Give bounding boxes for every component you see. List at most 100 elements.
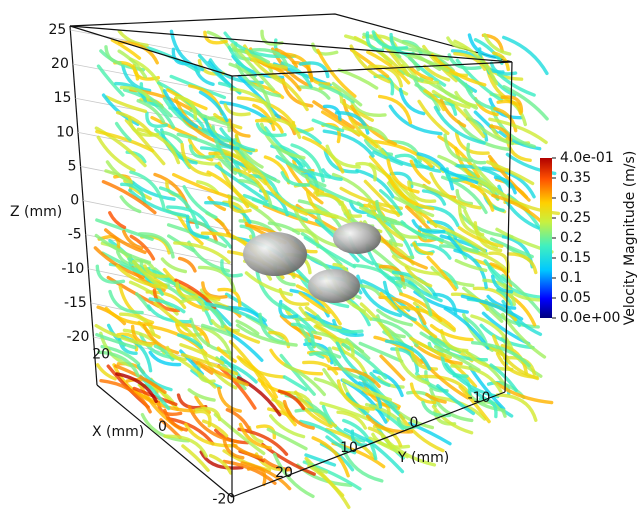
streamline xyxy=(186,217,233,249)
streamline xyxy=(220,148,266,181)
streamline xyxy=(235,323,298,347)
streamline xyxy=(411,219,446,234)
streamline xyxy=(440,175,488,215)
streamline xyxy=(412,241,434,256)
streamline xyxy=(350,429,368,447)
streamline xyxy=(327,366,381,389)
streamline xyxy=(390,220,422,239)
streamline xyxy=(365,246,403,288)
streamline xyxy=(388,104,443,136)
streamline xyxy=(225,408,252,432)
streamline xyxy=(429,221,487,253)
streamline xyxy=(304,453,337,467)
streamline xyxy=(463,82,498,111)
streamline xyxy=(99,378,152,414)
streamline xyxy=(140,412,190,443)
streamline xyxy=(272,452,315,499)
streamline xyxy=(436,384,476,416)
streamline xyxy=(331,81,363,107)
streamline xyxy=(118,312,156,337)
streamline xyxy=(470,314,514,351)
streamline xyxy=(230,43,276,92)
streamline xyxy=(334,111,370,135)
streamline xyxy=(363,179,401,218)
streamline xyxy=(400,220,444,242)
streamline xyxy=(407,53,450,73)
streamline xyxy=(426,255,458,292)
streamline xyxy=(179,297,206,312)
streamline xyxy=(231,443,263,460)
streamline xyxy=(483,259,509,284)
streamline xyxy=(341,342,388,380)
streamline xyxy=(131,259,162,288)
x-tick-label: 0 xyxy=(158,419,167,435)
streamline xyxy=(202,301,263,324)
streamline xyxy=(446,36,468,50)
streamline xyxy=(453,39,499,86)
streamline xyxy=(292,205,340,248)
streamline xyxy=(148,350,182,367)
colorbar-tick-label: 0.15 xyxy=(560,250,591,266)
streamline xyxy=(489,262,513,290)
streamline xyxy=(252,103,276,132)
y-tick-label: 0 xyxy=(410,415,419,431)
x-tick-label: -20 xyxy=(212,492,235,508)
streamline xyxy=(139,44,201,74)
streamline xyxy=(387,174,435,211)
box-edge xyxy=(69,25,98,386)
streamline xyxy=(308,180,364,208)
streamline xyxy=(94,126,147,168)
streamline xyxy=(358,125,388,141)
streamline xyxy=(114,364,167,394)
streamline xyxy=(349,44,391,84)
streamline xyxy=(179,349,204,376)
streamline xyxy=(163,408,189,432)
streamline xyxy=(214,217,232,238)
streamline xyxy=(298,61,330,79)
streamline xyxy=(216,346,237,364)
streamline xyxy=(409,159,431,185)
colorbar xyxy=(540,158,552,318)
streamline xyxy=(482,33,512,56)
streamline xyxy=(464,316,488,344)
streamline xyxy=(280,171,310,187)
streamline xyxy=(430,53,487,87)
streamline xyxy=(444,362,500,399)
streamline xyxy=(481,166,536,199)
streamline xyxy=(394,153,419,167)
colorbar-tick-label: 0.3 xyxy=(560,190,582,206)
streamline xyxy=(165,416,215,446)
streamline xyxy=(160,257,188,274)
streamline xyxy=(255,269,292,312)
box-edge xyxy=(96,384,233,498)
streamline xyxy=(162,89,199,129)
streamline xyxy=(228,196,252,214)
streamline xyxy=(429,323,474,342)
streamline xyxy=(305,459,328,474)
streamline xyxy=(489,237,534,259)
streamline xyxy=(110,38,142,60)
streamline xyxy=(356,274,403,318)
streamline xyxy=(500,312,547,359)
streamline xyxy=(291,60,314,83)
streamline xyxy=(405,205,433,233)
streamline xyxy=(255,122,287,138)
streamline xyxy=(181,444,210,472)
streamline xyxy=(456,164,512,189)
streamline xyxy=(371,30,409,50)
x-tick-label: 20 xyxy=(92,346,110,362)
streamline xyxy=(363,138,394,157)
streamline xyxy=(274,145,327,188)
colorbar-tick-label: 0.0e+00 xyxy=(560,310,620,326)
streamline xyxy=(463,108,515,146)
streamline xyxy=(492,51,510,72)
streamline xyxy=(163,434,208,458)
streamline xyxy=(394,346,430,386)
streamline xyxy=(476,400,507,418)
streamline xyxy=(313,377,339,389)
streamline xyxy=(115,264,168,290)
streamline xyxy=(236,96,297,128)
streamline xyxy=(153,344,175,362)
obstacles xyxy=(243,222,381,303)
streamline xyxy=(171,47,190,66)
